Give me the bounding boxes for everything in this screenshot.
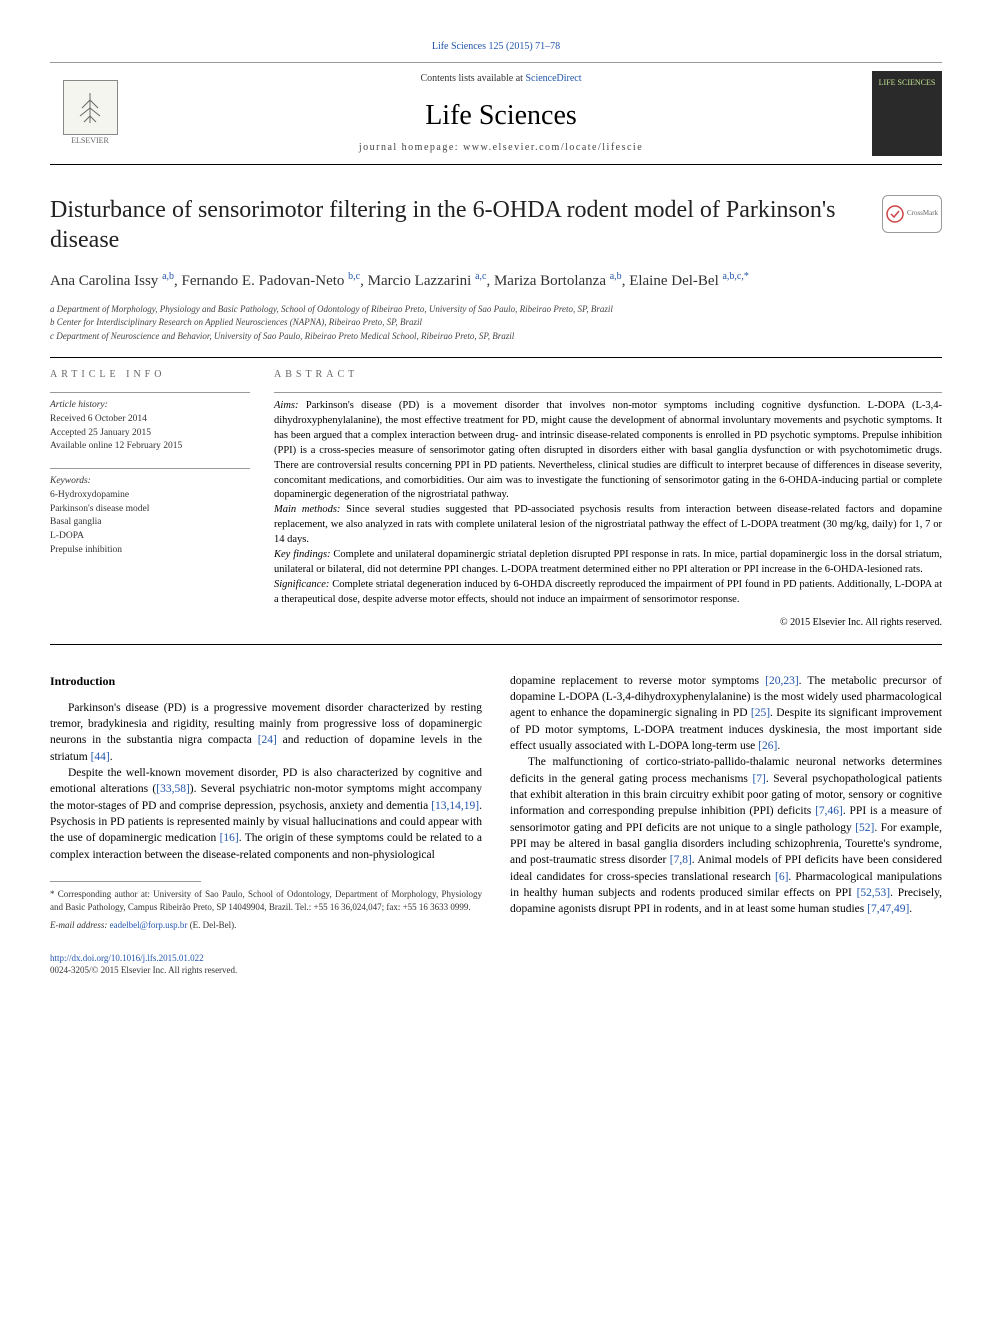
aims-label: Aims: — [274, 400, 299, 411]
journal-header: ELSEVIER Contents lists available at Sci… — [50, 62, 942, 165]
keyword: 6-Hydroxydopamine — [50, 489, 250, 503]
author-list: Ana Carolina Issy a,b, Fernando E. Padov… — [50, 269, 942, 293]
doi-block: http://dx.doi.org/10.1016/j.lfs.2015.01.… — [50, 952, 942, 977]
crossmark-label: CrossMark — [907, 209, 938, 219]
article-info-column: ARTICLE INFO Article history: Received 6… — [50, 368, 250, 630]
journal-title: Life Sciences — [130, 96, 872, 135]
abstract-column: ABSTRACT Aims: Parkinson's disease (PD) … — [274, 368, 942, 630]
horizontal-rule — [50, 357, 942, 358]
keywords-block: Keywords: 6-Hydroxydopamine Parkinson's … — [50, 468, 250, 558]
body-two-columns: Introduction Parkinson's disease (PD) is… — [50, 673, 942, 932]
horizontal-rule — [50, 644, 942, 645]
crossmark-icon — [886, 205, 904, 223]
corresponding-author-note: * Corresponding author at: University of… — [50, 888, 482, 913]
findings-text: Complete and unilateral dopaminergic str… — [274, 549, 942, 575]
contents-available-line: Contents lists available at ScienceDirec… — [130, 72, 872, 86]
article-info-heading: ARTICLE INFO — [50, 368, 250, 382]
contents-prefix: Contents lists available at — [420, 73, 525, 84]
sciencedirect-link[interactable]: ScienceDirect — [525, 73, 581, 84]
journal-homepage-line: journal homepage: www.elsevier.com/locat… — [130, 141, 872, 155]
affiliations-block: a Department of Morphology, Physiology a… — [50, 303, 942, 344]
body-paragraph: The malfunctioning of cortico-striato-pa… — [510, 754, 942, 917]
article-title: Disturbance of sensorimotor filtering in… — [50, 195, 872, 255]
journal-cover-thumbnail: LIFE SCIENCES — [872, 71, 942, 156]
homepage-url[interactable]: www.elsevier.com/locate/lifescie — [463, 142, 643, 153]
methods-text: Since several studies suggested that PD-… — [274, 504, 942, 545]
affiliation: a Department of Morphology, Physiology a… — [50, 303, 942, 317]
affiliation: c Department of Neuroscience and Behavio… — [50, 330, 942, 344]
homepage-label: journal homepage: — [359, 142, 463, 153]
body-paragraph: Parkinson's disease (PD) is a progressiv… — [50, 700, 482, 765]
copyright-line: © 2015 Elsevier Inc. All rights reserved… — [274, 616, 942, 630]
corresponding-email-link[interactable]: eadelbel@forp.usp.br — [110, 920, 188, 930]
article-history-block: Article history: Received 6 October 2014… — [50, 392, 250, 454]
history-line: Available online 12 February 2015 — [50, 440, 250, 454]
keyword: Prepulse inhibition — [50, 544, 250, 558]
keyword: L-DOPA — [50, 530, 250, 544]
body-column-left: Introduction Parkinson's disease (PD) is… — [50, 673, 482, 932]
aims-text: Parkinson's disease (PD) is a movement d… — [274, 400, 942, 500]
email-name: (E. Del-Bel). — [187, 920, 236, 930]
publisher-logo: ELSEVIER — [50, 80, 130, 146]
history-line: Accepted 25 January 2015 — [50, 427, 250, 441]
abstract-heading: ABSTRACT — [274, 368, 942, 382]
email-line: E-mail address: eadelbel@forp.usp.br (E.… — [50, 919, 482, 932]
running-citation: Life Sciences 125 (2015) 71–78 — [50, 40, 942, 54]
body-paragraph: dopamine replacement to reverse motor sy… — [510, 673, 942, 755]
publisher-name: ELSEVIER — [71, 135, 109, 146]
body-paragraph: Despite the well-known movement disorder… — [50, 765, 482, 863]
abstract-text: Aims: Parkinson's disease (PD) is a move… — [274, 392, 942, 608]
keyword: Parkinson's disease model — [50, 503, 250, 517]
doi-link[interactable]: http://dx.doi.org/10.1016/j.lfs.2015.01.… — [50, 953, 204, 963]
keyword: Basal ganglia — [50, 516, 250, 530]
significance-label: Significance: — [274, 579, 329, 590]
affiliation: b Center for Interdisciplinary Research … — [50, 316, 942, 330]
elsevier-tree-icon — [63, 80, 118, 135]
issn-copyright-line: 0024-3205/© 2015 Elsevier Inc. All right… — [50, 965, 237, 975]
crossmark-badge[interactable]: CrossMark — [882, 195, 942, 233]
history-line: Received 6 October 2014 — [50, 413, 250, 427]
significance-text: Complete striatal degeneration induced b… — [274, 579, 942, 605]
findings-label: Key findings: — [274, 549, 331, 560]
keywords-label: Keywords: — [50, 475, 250, 489]
methods-label: Main methods: — [274, 504, 340, 515]
history-label: Article history: — [50, 399, 250, 413]
body-column-right: dopamine replacement to reverse motor sy… — [510, 673, 942, 932]
email-label: E-mail address: — [50, 920, 110, 930]
footnote-separator — [50, 881, 201, 882]
introduction-heading: Introduction — [50, 673, 482, 690]
